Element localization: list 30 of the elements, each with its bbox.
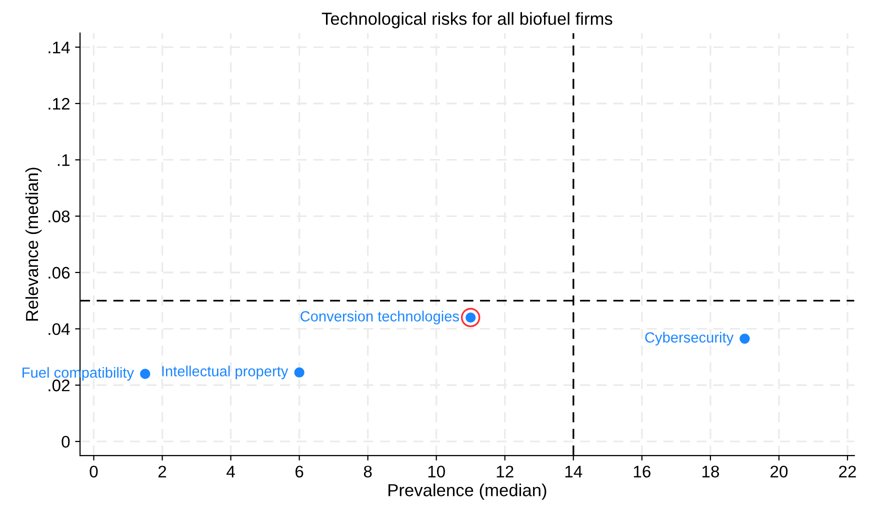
y-tick-label: .06 <box>48 266 70 279</box>
annotation: Conversion technologies <box>300 310 459 324</box>
x-tick-label: 2 <box>158 466 166 478</box>
x-tick-label: 12 <box>496 466 514 478</box>
y-tick-label: .04 <box>48 323 70 336</box>
x-tick-label: 16 <box>634 466 650 478</box>
y-axis-title: Relevance (median) <box>25 168 42 321</box>
x-tick-label: 6 <box>296 466 304 478</box>
y-tick-label: .02 <box>48 380 70 392</box>
y-tick-label: .14 <box>48 42 70 54</box>
y-tick-label: .12 <box>48 98 70 110</box>
y-tick-label: 0 <box>62 436 70 448</box>
point <box>294 367 304 378</box>
x-axis-title: Prevalence (median) <box>388 484 546 500</box>
x-tick-label: 0 <box>90 466 98 478</box>
point <box>740 334 750 344</box>
point <box>140 368 150 379</box>
chart-title: Technological risks for all biofuel firms <box>322 12 612 28</box>
point <box>460 308 480 328</box>
x-tick-label: 22 <box>839 466 856 478</box>
annotation: Intellectual property <box>162 366 288 380</box>
x-tick-label: 14 <box>565 466 582 478</box>
y-tick-label: .08 <box>48 210 70 222</box>
x-tick-label: 4 <box>226 466 235 478</box>
x-tick-label: 10 <box>428 466 445 478</box>
annotation: Cybersecurity <box>645 332 734 346</box>
x-tick-label: 8 <box>364 466 372 478</box>
y-tick-label: .1 <box>58 154 70 166</box>
x-tick-label: 20 <box>770 466 788 478</box>
x-tick-label: 18 <box>702 466 719 478</box>
